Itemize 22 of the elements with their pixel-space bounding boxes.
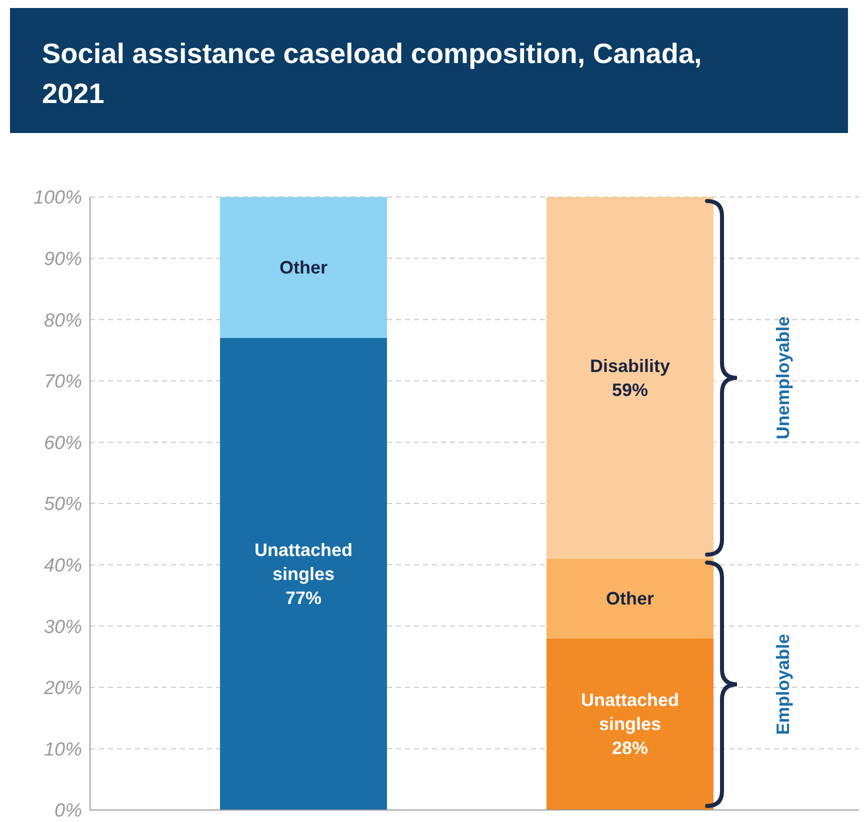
y-tick-label: 30% xyxy=(44,616,82,638)
y-tick-label: 20% xyxy=(42,678,82,700)
data-label: Disability 59% xyxy=(590,356,670,400)
data-label: Unattached singles 77% xyxy=(254,540,353,608)
y-tick-label: 0% xyxy=(54,800,82,822)
y-tick-label: 60% xyxy=(44,432,82,454)
bar xyxy=(220,338,387,810)
bar xyxy=(220,197,387,338)
annotation: Unemployable xyxy=(773,316,793,440)
chart-title: Social assistance caseload composition, Canada, 2021 xyxy=(10,8,848,133)
annotation: Employable xyxy=(773,634,793,735)
y-tick-label: 90% xyxy=(44,249,82,270)
y-tick-label: 40% xyxy=(44,556,82,577)
y-tick-label: 10% xyxy=(44,739,82,760)
data-label: Other xyxy=(279,257,328,278)
data-label: Other xyxy=(606,588,654,609)
y-tick-label: 70% xyxy=(44,372,82,393)
bar xyxy=(546,558,714,638)
y-tick-label: 100% xyxy=(33,188,82,209)
y-tick-label: 80% xyxy=(44,310,82,332)
y-tick-label: 50% xyxy=(44,494,82,516)
data-label: Unattached singles 28% xyxy=(580,690,680,758)
